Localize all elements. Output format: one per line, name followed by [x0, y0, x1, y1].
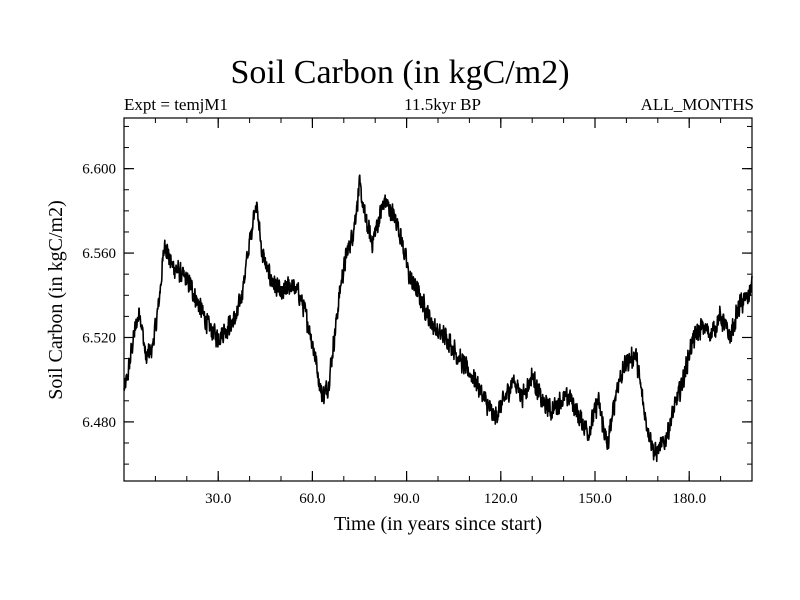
- x-axis-label: Time (in years since start): [334, 513, 542, 535]
- experiment-label: Expt = temjM1: [124, 95, 229, 114]
- series-line: [123, 174, 753, 463]
- period-label: 11.5kyr BP: [404, 95, 481, 114]
- x-tick-label: 150.0: [578, 491, 612, 507]
- x-tick-label: 30.0: [205, 491, 231, 507]
- x-tick-label: 90.0: [393, 491, 419, 507]
- y-axis-label: Soil Carbon (in kgC/m2): [45, 200, 67, 399]
- y-tick-label: 6.560: [82, 246, 116, 262]
- y-tick-label: 6.600: [82, 162, 116, 178]
- chart-title: Soil Carbon (in kgC/m2): [230, 54, 570, 91]
- x-tick-label: 60.0: [299, 491, 325, 507]
- months-label: ALL_MONTHS: [640, 95, 754, 114]
- y-tick-label: 6.480: [82, 415, 116, 431]
- plot-frame: [123, 117, 753, 482]
- x-tick-label: 120.0: [484, 491, 518, 507]
- y-tick-label: 6.520: [82, 330, 116, 346]
- x-tick-label: 180.0: [672, 491, 706, 507]
